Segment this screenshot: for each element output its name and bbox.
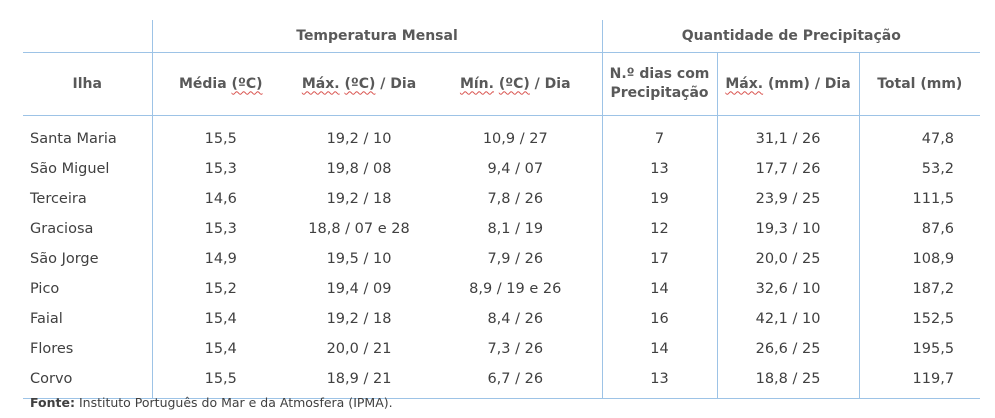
- cell-pmax: 18,8 / 25: [716, 364, 860, 399]
- cell-min: 7,9 / 26: [487, 251, 544, 267]
- column-header-total: Total (mm): [858, 52, 981, 116]
- cell-dias: 14: [601, 334, 718, 364]
- cell-total: 195,5: [858, 334, 981, 364]
- column-header-min: Mín. (ºC) / Dia: [429, 52, 603, 116]
- cell-pmax: 31,1 / 26: [716, 115, 860, 154]
- table-row: Faial 15,4 19,2 / 18 8,4 / 26 16 42,1 / 10 152…: [23, 304, 981, 334]
- cell-media: 15,3: [151, 214, 289, 244]
- column-header-island: Ilha: [23, 52, 152, 116]
- table-row: Santa Maria 15,5 19,2 / 10 10,9 / 27 7 31,1 /…: [23, 115, 981, 154]
- cell-min: 7,8 / 26: [487, 191, 544, 207]
- cell-media: 15,5: [151, 115, 289, 154]
- cell-ilha: São Jorge: [30, 251, 99, 267]
- cell-pmax: 26,6 / 25: [716, 334, 860, 364]
- table-row: Flores 15,4 20,0 / 21 7,3 / 26 14 26,6 / 25 19…: [23, 334, 981, 364]
- cell-max: 19,4 / 09: [326, 281, 392, 297]
- cell-pmax: 17,7 / 26: [716, 154, 860, 184]
- cell-min: 8,1 / 19: [487, 221, 544, 237]
- cell-ilha: Pico: [30, 281, 60, 297]
- group-header-empty: [23, 20, 152, 53]
- group-header-temperature: Temperatura Mensal: [151, 20, 603, 53]
- cell-ilha: Faial: [30, 311, 63, 327]
- cell-dias: 13: [601, 154, 718, 184]
- cell-max: 19,5 / 10: [326, 251, 392, 267]
- cell-pmax: 20,0 / 25: [716, 244, 860, 274]
- group-header-row: Temperatura Mensal Quantidade de Precipi…: [23, 20, 981, 53]
- source-note: Fonte: Instituto Português do Mar e da A…: [30, 395, 393, 410]
- cell-max: 20,0 / 21: [326, 341, 392, 357]
- cell-min: 10,9 / 27: [482, 131, 548, 147]
- cell-dias: 16: [601, 304, 718, 334]
- group-header-precipitation: Quantidade de Precipitação: [601, 20, 981, 53]
- column-header-max: Máx. (ºC) / Dia: [289, 52, 429, 116]
- cell-total: 53,2: [858, 154, 981, 184]
- cell-total: 87,6: [858, 214, 981, 244]
- cell-min: 7,3 / 26: [487, 341, 544, 357]
- cell-total: 152,5: [858, 304, 981, 334]
- cell-total: 108,9: [858, 244, 981, 274]
- table-row: Corvo 15,5 18,9 / 21 6,7 / 26 13 18,8 / 25 119…: [23, 364, 981, 399]
- cell-pmax: 19,3 / 10: [716, 214, 860, 244]
- source-text: Instituto Português do Mar e da Atmosfer…: [74, 395, 393, 410]
- cell-min: 6,7 / 26: [429, 364, 603, 399]
- cell-ilha: Santa Maria: [30, 131, 117, 147]
- cell-total: 119,7: [858, 364, 981, 399]
- cell-media: 14,9: [151, 244, 289, 274]
- column-header-precip-max: Máx. (mm) / Dia: [716, 52, 860, 116]
- cell-max: 19,2 / 18: [326, 191, 392, 207]
- table-row: Pico 15,2 19,4 / 09 8,9 / 19 e 26 14 32,6 / 1…: [23, 274, 981, 304]
- cell-media: 15,3: [151, 154, 289, 184]
- table-body: Santa Maria 15,5 19,2 / 10 10,9 / 27 7 31,1 /…: [23, 115, 981, 399]
- cell-dias: 13: [601, 364, 718, 399]
- climate-table-container: Temperatura Mensal Quantidade de Precipi…: [23, 20, 981, 399]
- table-row: Terceira 14,6 19,2 / 18 7,8 / 26 19 23,9 / 25…: [23, 184, 981, 214]
- table-row: Graciosa 15,3 18,8 / 07 e 28 8,1 / 19 12 19,3…: [23, 214, 981, 244]
- cell-dias: 19: [601, 184, 718, 214]
- cell-max: 19,8 / 08: [326, 161, 392, 177]
- table-row: São Miguel 15,3 19,8 / 08 9,4 / 07 13 17,7 / …: [23, 154, 981, 184]
- column-header-row: Ilha Média (ºC) Máx. (ºC) / Dia Mín. (ºC…: [23, 52, 981, 116]
- cell-ilha: Flores: [30, 341, 74, 357]
- source-label: Fonte:: [30, 395, 75, 410]
- cell-max: 18,8 / 07 e 28: [308, 221, 410, 237]
- cell-ilha: São Miguel: [30, 161, 110, 177]
- cell-ilha: Graciosa: [30, 221, 94, 237]
- column-header-days: N.º dias com Precipitação: [601, 52, 718, 116]
- cell-min: 9,4 / 07: [487, 161, 544, 177]
- cell-total: 187,2: [858, 274, 981, 304]
- cell-media: 15,4: [151, 304, 289, 334]
- cell-min: 8,9 / 19 e 26: [469, 281, 562, 297]
- cell-ilha: Corvo: [23, 364, 152, 399]
- cell-max: 19,2 / 18: [326, 311, 392, 327]
- cell-max: 18,9 / 21: [289, 364, 429, 399]
- cell-dias: 17: [601, 244, 718, 274]
- cell-media: 15,5: [151, 364, 289, 399]
- cell-dias: 14: [601, 274, 718, 304]
- cell-pmax: 32,6 / 10: [716, 274, 860, 304]
- column-header-mean: Média (ºC): [151, 52, 289, 116]
- cell-pmax: 23,9 / 25: [716, 184, 860, 214]
- cell-media: 15,2: [151, 274, 289, 304]
- cell-min: 8,4 / 26: [487, 311, 544, 327]
- cell-dias: 12: [601, 214, 718, 244]
- cell-media: 15,4: [151, 334, 289, 364]
- table-row: São Jorge 14,9 19,5 / 10 7,9 / 26 17 20,0 / 2…: [23, 244, 981, 274]
- cell-total: 111,5: [858, 184, 981, 214]
- cell-max: 19,2 / 10: [326, 131, 392, 147]
- cell-pmax: 42,1 / 10: [716, 304, 860, 334]
- cell-media: 14,6: [151, 184, 289, 214]
- cell-dias: 7: [601, 115, 718, 154]
- cell-ilha: Terceira: [30, 191, 87, 207]
- climate-table: Temperatura Mensal Quantidade de Precipi…: [23, 20, 981, 399]
- cell-total: 47,8: [858, 115, 981, 154]
